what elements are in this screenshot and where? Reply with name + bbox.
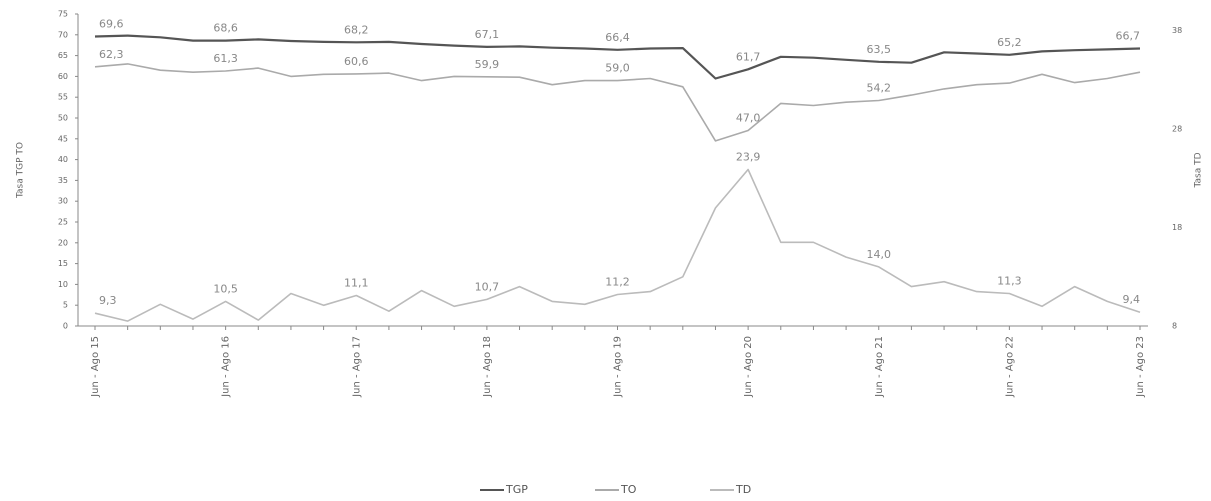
data-label: 62,3 [99, 48, 124, 61]
data-label: 47,0 [736, 111, 761, 124]
x-tick-label: Jun - Ago 16 [221, 336, 232, 398]
y-tick-label: 20 [58, 238, 68, 247]
data-label: 69,6 [99, 17, 124, 30]
y2-tick-label: 18 [1172, 223, 1182, 232]
legend-label: TO [620, 483, 637, 496]
y-tick-label: 35 [58, 176, 68, 185]
y-tick-label: 75 [58, 10, 68, 19]
data-label: 61,7 [736, 50, 761, 63]
data-label: 66,4 [605, 31, 630, 44]
y-tick-label: 55 [58, 93, 68, 102]
data-label: 59,0 [605, 62, 630, 75]
data-label: 11,1 [344, 276, 369, 289]
y2-tick-label: 28 [1172, 125, 1182, 134]
data-label: 60,6 [344, 55, 369, 68]
y-tick-label: 40 [58, 155, 68, 164]
data-label: 14,0 [867, 248, 892, 261]
y-tick-label: 5 [63, 301, 68, 310]
x-tick-label: Jun - Ago 18 [482, 336, 493, 398]
y2-axis-title: Tasa TD [1194, 152, 1204, 188]
x-tick-label: Jun - Ago 17 [351, 336, 362, 398]
data-label: 63,5 [867, 43, 892, 56]
legend-label: TGP [505, 483, 528, 496]
y-tick-label: 50 [58, 114, 68, 123]
x-tick-label: Jun - Ago 23 [1135, 336, 1146, 398]
series-line [94, 168, 1141, 322]
y-axis-title: Tasa TGP TO [16, 142, 26, 199]
x-tick-label: Jun - Ago 22 [1004, 336, 1015, 398]
y-tick-label: 45 [58, 134, 68, 143]
data-label: 61,3 [213, 52, 238, 65]
y-tick-label: 70 [58, 30, 68, 39]
x-tick-label: Jun - Ago 20 [743, 336, 754, 398]
series-line [94, 34, 1141, 80]
data-label: 9,4 [1123, 293, 1141, 306]
data-label: 67,1 [475, 28, 500, 41]
legend-label: TD [735, 483, 751, 496]
y-tick-label: 60 [58, 72, 68, 81]
x-tick-label: Jun - Ago 19 [613, 336, 624, 398]
data-label: 11,3 [997, 275, 1022, 288]
y-tick-label: 65 [58, 51, 68, 60]
y2-tick-label: 38 [1172, 26, 1182, 35]
y-tick-label: 15 [58, 259, 68, 268]
data-label: 10,5 [213, 282, 238, 295]
data-label: 23,9 [736, 151, 761, 164]
data-label: 68,2 [344, 23, 369, 36]
x-tick-label: Jun - Ago 15 [90, 336, 101, 398]
data-label: 59,9 [475, 58, 500, 71]
x-tick-label: Jun - Ago 21 [874, 336, 885, 398]
data-label: 65,2 [997, 36, 1022, 49]
data-label: 10,7 [475, 280, 500, 293]
y-tick-label: 30 [58, 197, 68, 206]
series-line [94, 63, 1141, 142]
y-tick-label: 0 [63, 322, 68, 331]
y-tick-label: 10 [58, 280, 68, 289]
data-label: 54,2 [867, 82, 892, 95]
data-label: 9,3 [99, 294, 117, 307]
data-label: 68,6 [213, 22, 238, 35]
data-label: 11,2 [605, 276, 630, 289]
y2-tick-label: 8 [1172, 322, 1177, 331]
data-label: 66,7 [1116, 30, 1141, 43]
y-tick-label: 25 [58, 218, 68, 227]
